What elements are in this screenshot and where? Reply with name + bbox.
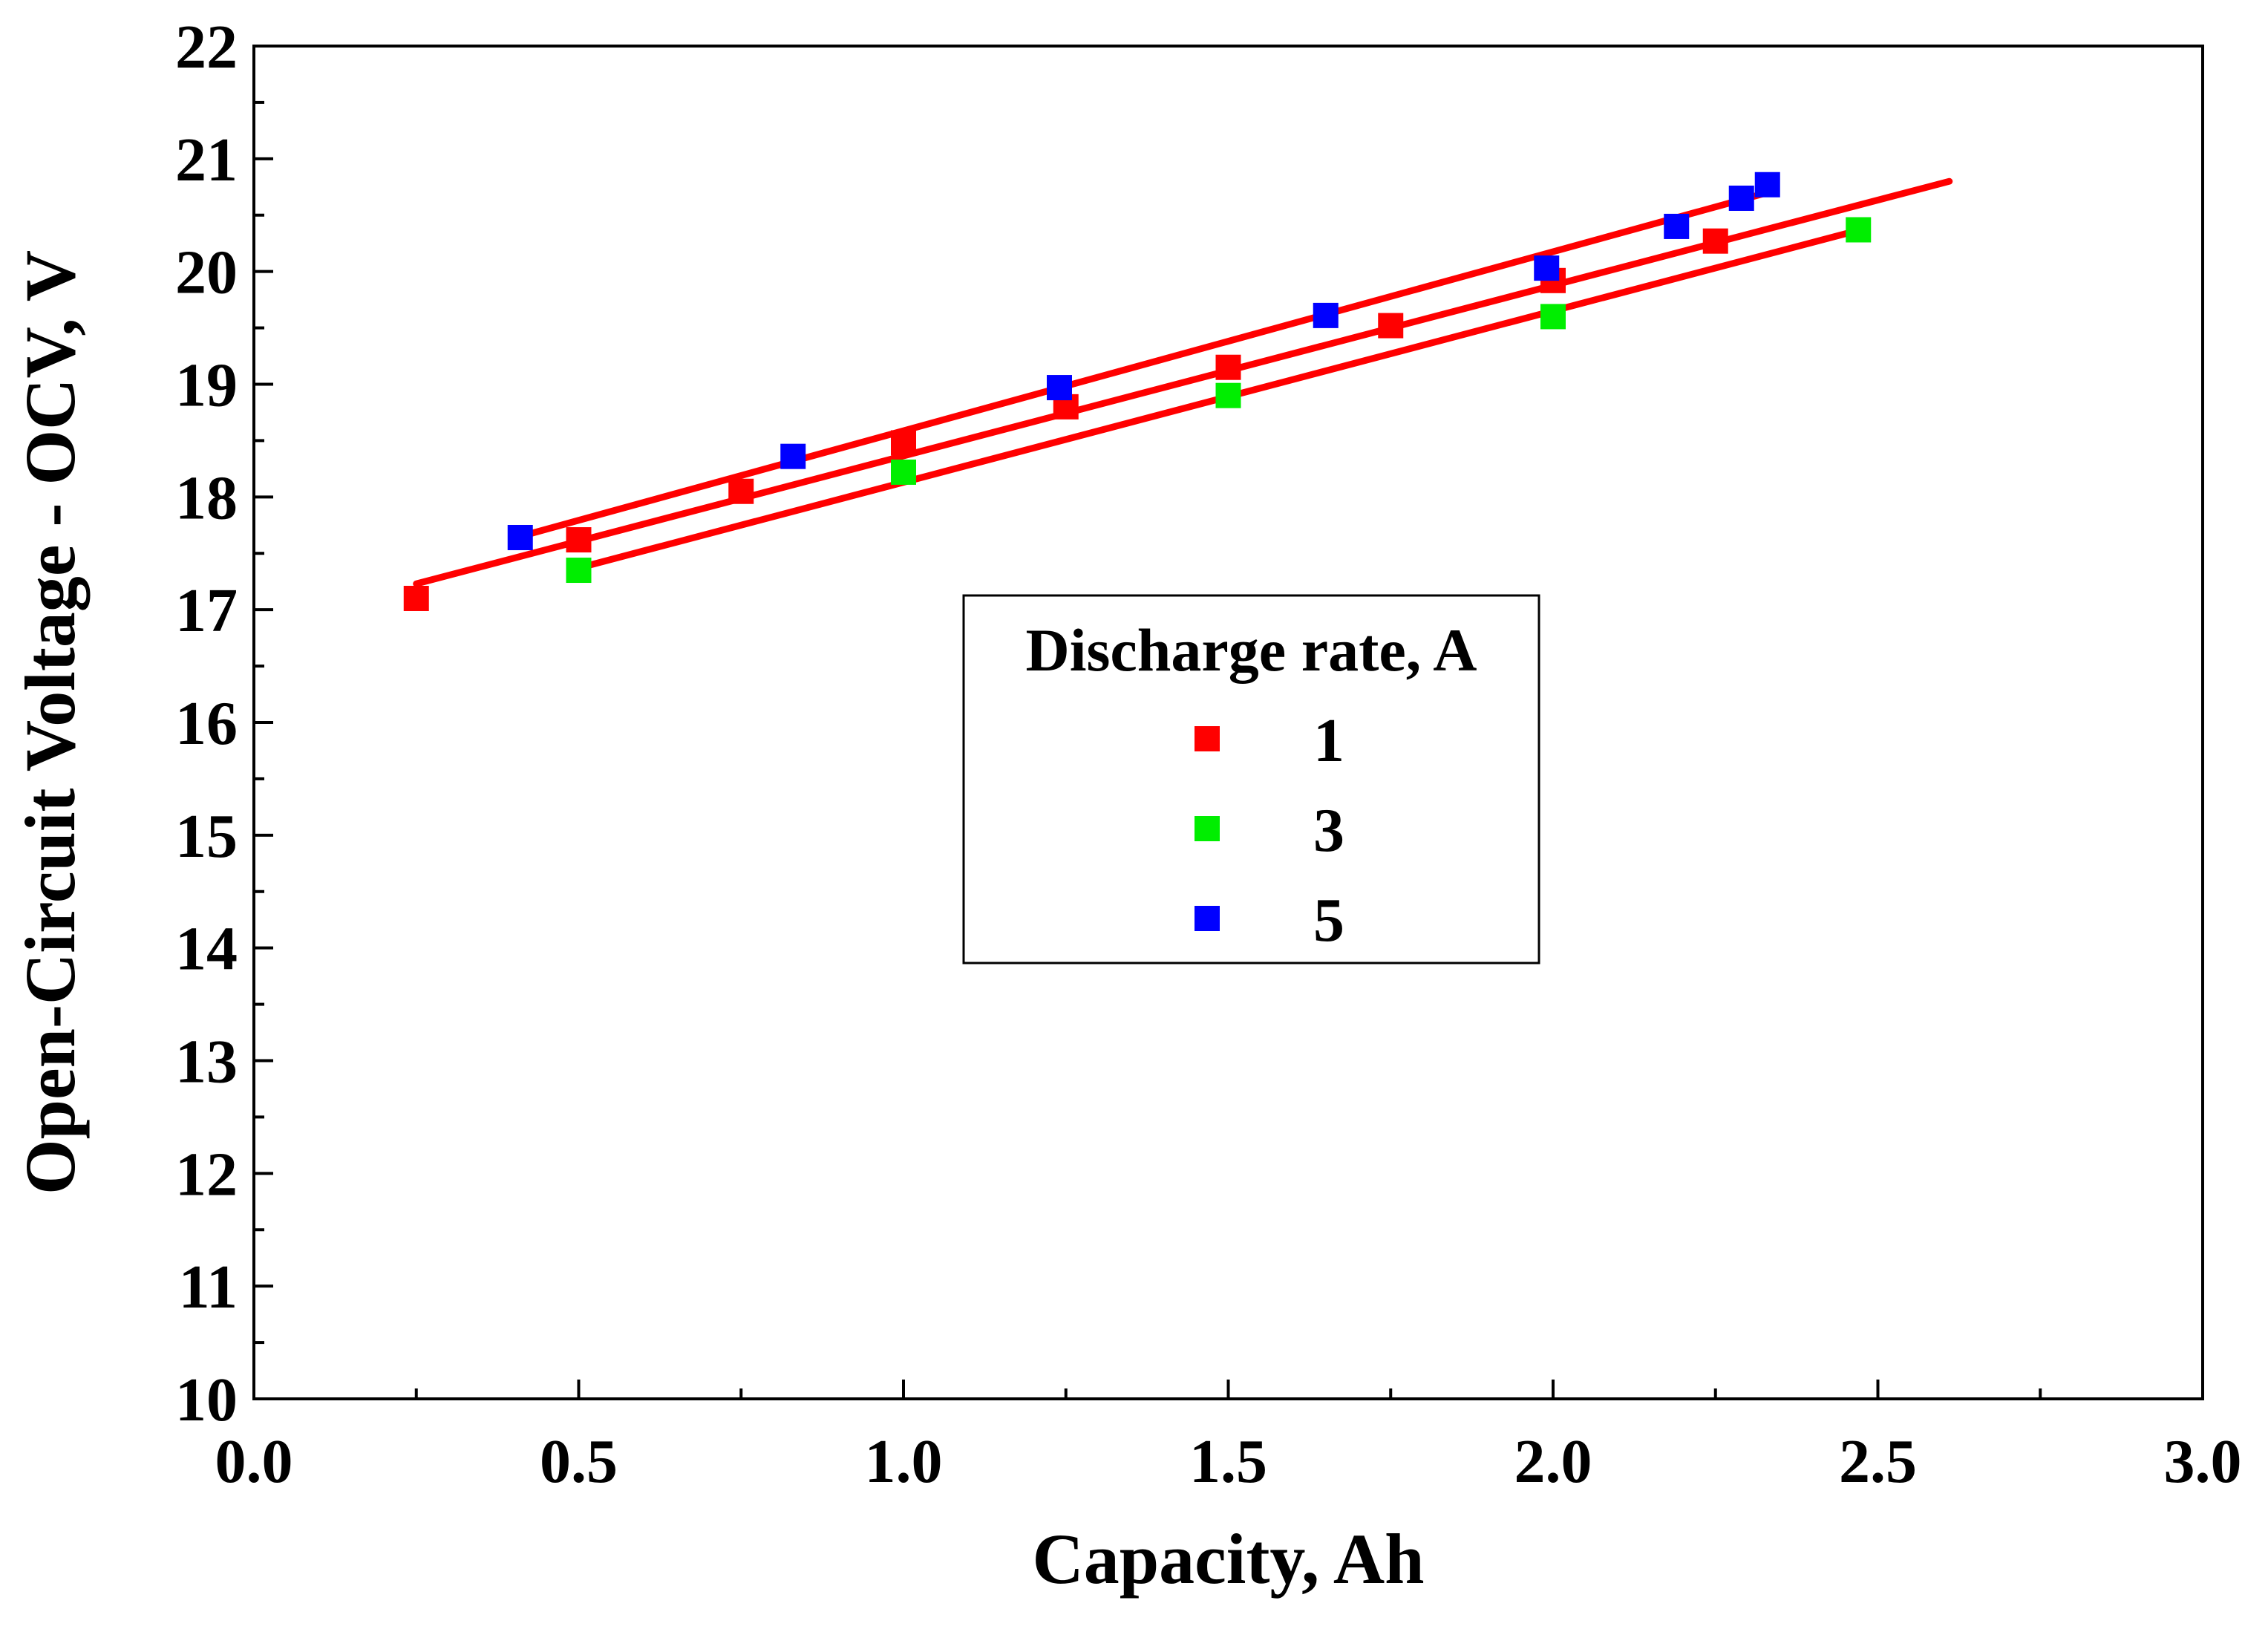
legend-marker-1 bbox=[1195, 726, 1220, 751]
marker-series-5 bbox=[1728, 185, 1754, 211]
y-tick-label: 20 bbox=[175, 238, 238, 307]
marker-series-1 bbox=[728, 478, 754, 504]
marker-series-5 bbox=[507, 524, 533, 550]
legend-label-1: 1 bbox=[1313, 706, 1344, 775]
data-markers bbox=[403, 172, 1872, 611]
fit-line-series-1 bbox=[413, 177, 1953, 587]
y-tick-label: 19 bbox=[175, 351, 238, 420]
y-tick-label: 10 bbox=[175, 1365, 238, 1434]
marker-series-3 bbox=[891, 459, 916, 485]
y-tick-label: 17 bbox=[175, 576, 238, 645]
legend-title: Discharge rate, A bbox=[1026, 616, 1477, 684]
x-tick-label: 1.0 bbox=[865, 1427, 943, 1496]
x-tick-label: 0.0 bbox=[215, 1427, 293, 1496]
marker-series-5 bbox=[1664, 213, 1690, 239]
y-tick-label: 11 bbox=[179, 1253, 238, 1322]
marker-series-5 bbox=[1313, 302, 1339, 328]
x-tick-label: 3.0 bbox=[2164, 1427, 2242, 1496]
fit-line-series-5 bbox=[517, 189, 1771, 540]
marker-series-1 bbox=[891, 430, 916, 456]
fit-lines bbox=[413, 177, 1953, 587]
legend-label-3: 3 bbox=[1313, 796, 1344, 865]
y-axis-title: Open-Circuit Voltage - OCV, V bbox=[10, 250, 90, 1195]
x-tick-label: 2.5 bbox=[1839, 1427, 1917, 1496]
marker-series-1 bbox=[1702, 228, 1728, 254]
legend-entries: 1 3 5 bbox=[1195, 706, 1344, 955]
x-tick-label: 1.5 bbox=[1189, 1427, 1267, 1496]
y-tick-label: 18 bbox=[175, 463, 238, 532]
legend-marker-3 bbox=[1195, 816, 1220, 841]
marker-series-1 bbox=[1215, 354, 1241, 380]
y-tick-label: 12 bbox=[175, 1140, 238, 1209]
y-tick-label: 14 bbox=[175, 915, 238, 984]
fit-line-series-3 bbox=[575, 229, 1855, 572]
marker-series-5 bbox=[780, 443, 806, 469]
tick-labels: 0.0 0.5 1.0 1.5 2.0 2.5 3.01011121314151617181… bbox=[175, 13, 2242, 1496]
marker-series-3 bbox=[1215, 382, 1241, 408]
y-tick-label: 13 bbox=[175, 1028, 238, 1097]
y-tick-label: 21 bbox=[175, 125, 238, 195]
marker-series-3 bbox=[1846, 217, 1872, 243]
marker-series-5 bbox=[1754, 172, 1780, 198]
x-tick-label: 0.5 bbox=[540, 1427, 618, 1496]
legend-marker-5 bbox=[1195, 906, 1220, 931]
legend-label-5: 5 bbox=[1313, 886, 1344, 955]
y-tick-label: 16 bbox=[175, 689, 238, 758]
x-tick-label: 2.0 bbox=[1514, 1427, 1592, 1496]
legend-box bbox=[962, 594, 1540, 964]
legend: Discharge rate, A 1 3 5 bbox=[962, 594, 1540, 964]
marker-series-1 bbox=[403, 585, 429, 611]
y-tick-label: 15 bbox=[175, 802, 238, 871]
axis-ticks bbox=[252, 45, 2204, 1400]
marker-series-3 bbox=[566, 558, 592, 584]
x-axis-title: Capacity, Ah bbox=[1032, 1519, 1424, 1599]
marker-series-1 bbox=[566, 527, 592, 553]
marker-series-1 bbox=[1378, 313, 1404, 339]
y-tick-label: 22 bbox=[175, 13, 238, 82]
marker-series-5 bbox=[1047, 375, 1072, 401]
marker-series-3 bbox=[1540, 304, 1566, 330]
marker-series-5 bbox=[1534, 255, 1560, 281]
